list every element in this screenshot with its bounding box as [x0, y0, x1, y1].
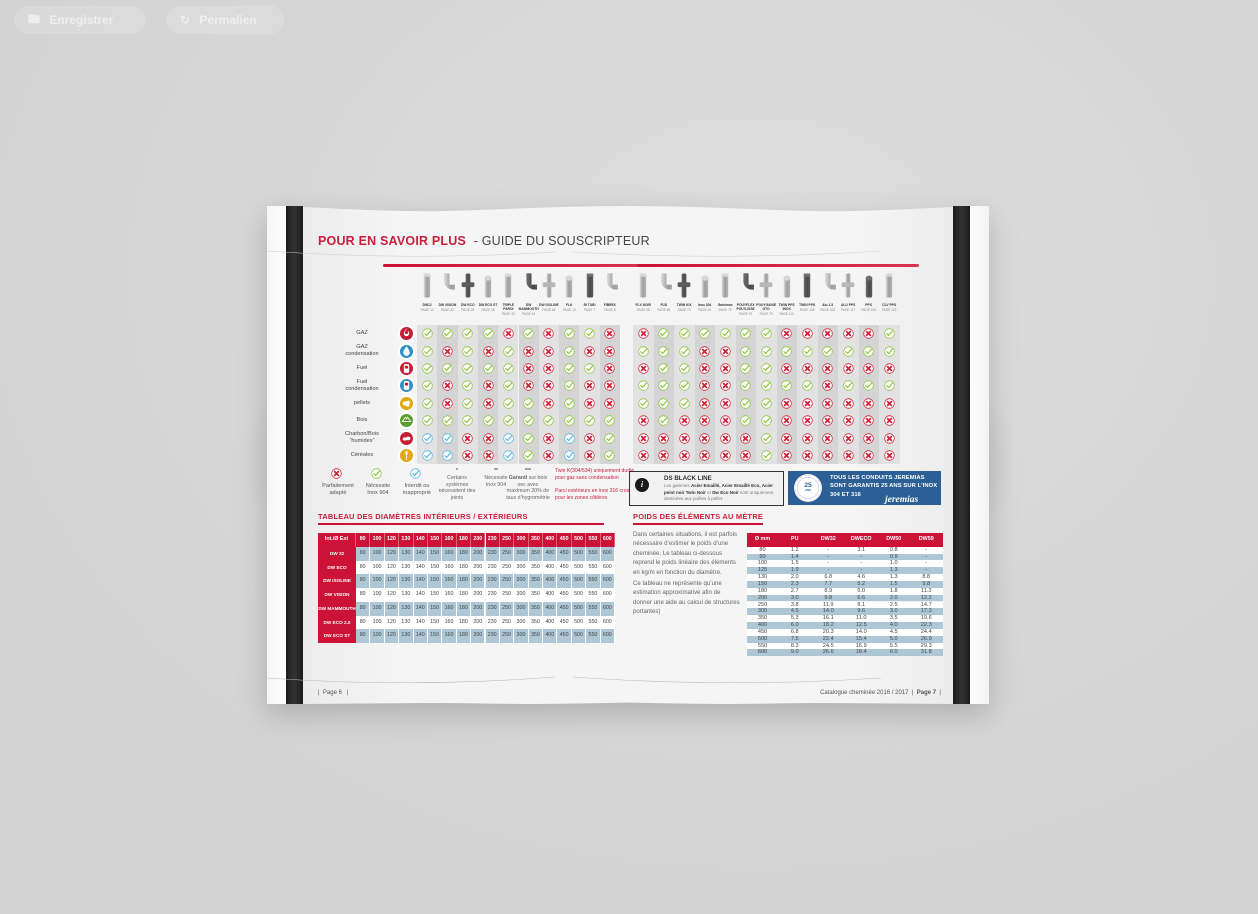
- svg-text:ANS: ANS: [805, 488, 811, 492]
